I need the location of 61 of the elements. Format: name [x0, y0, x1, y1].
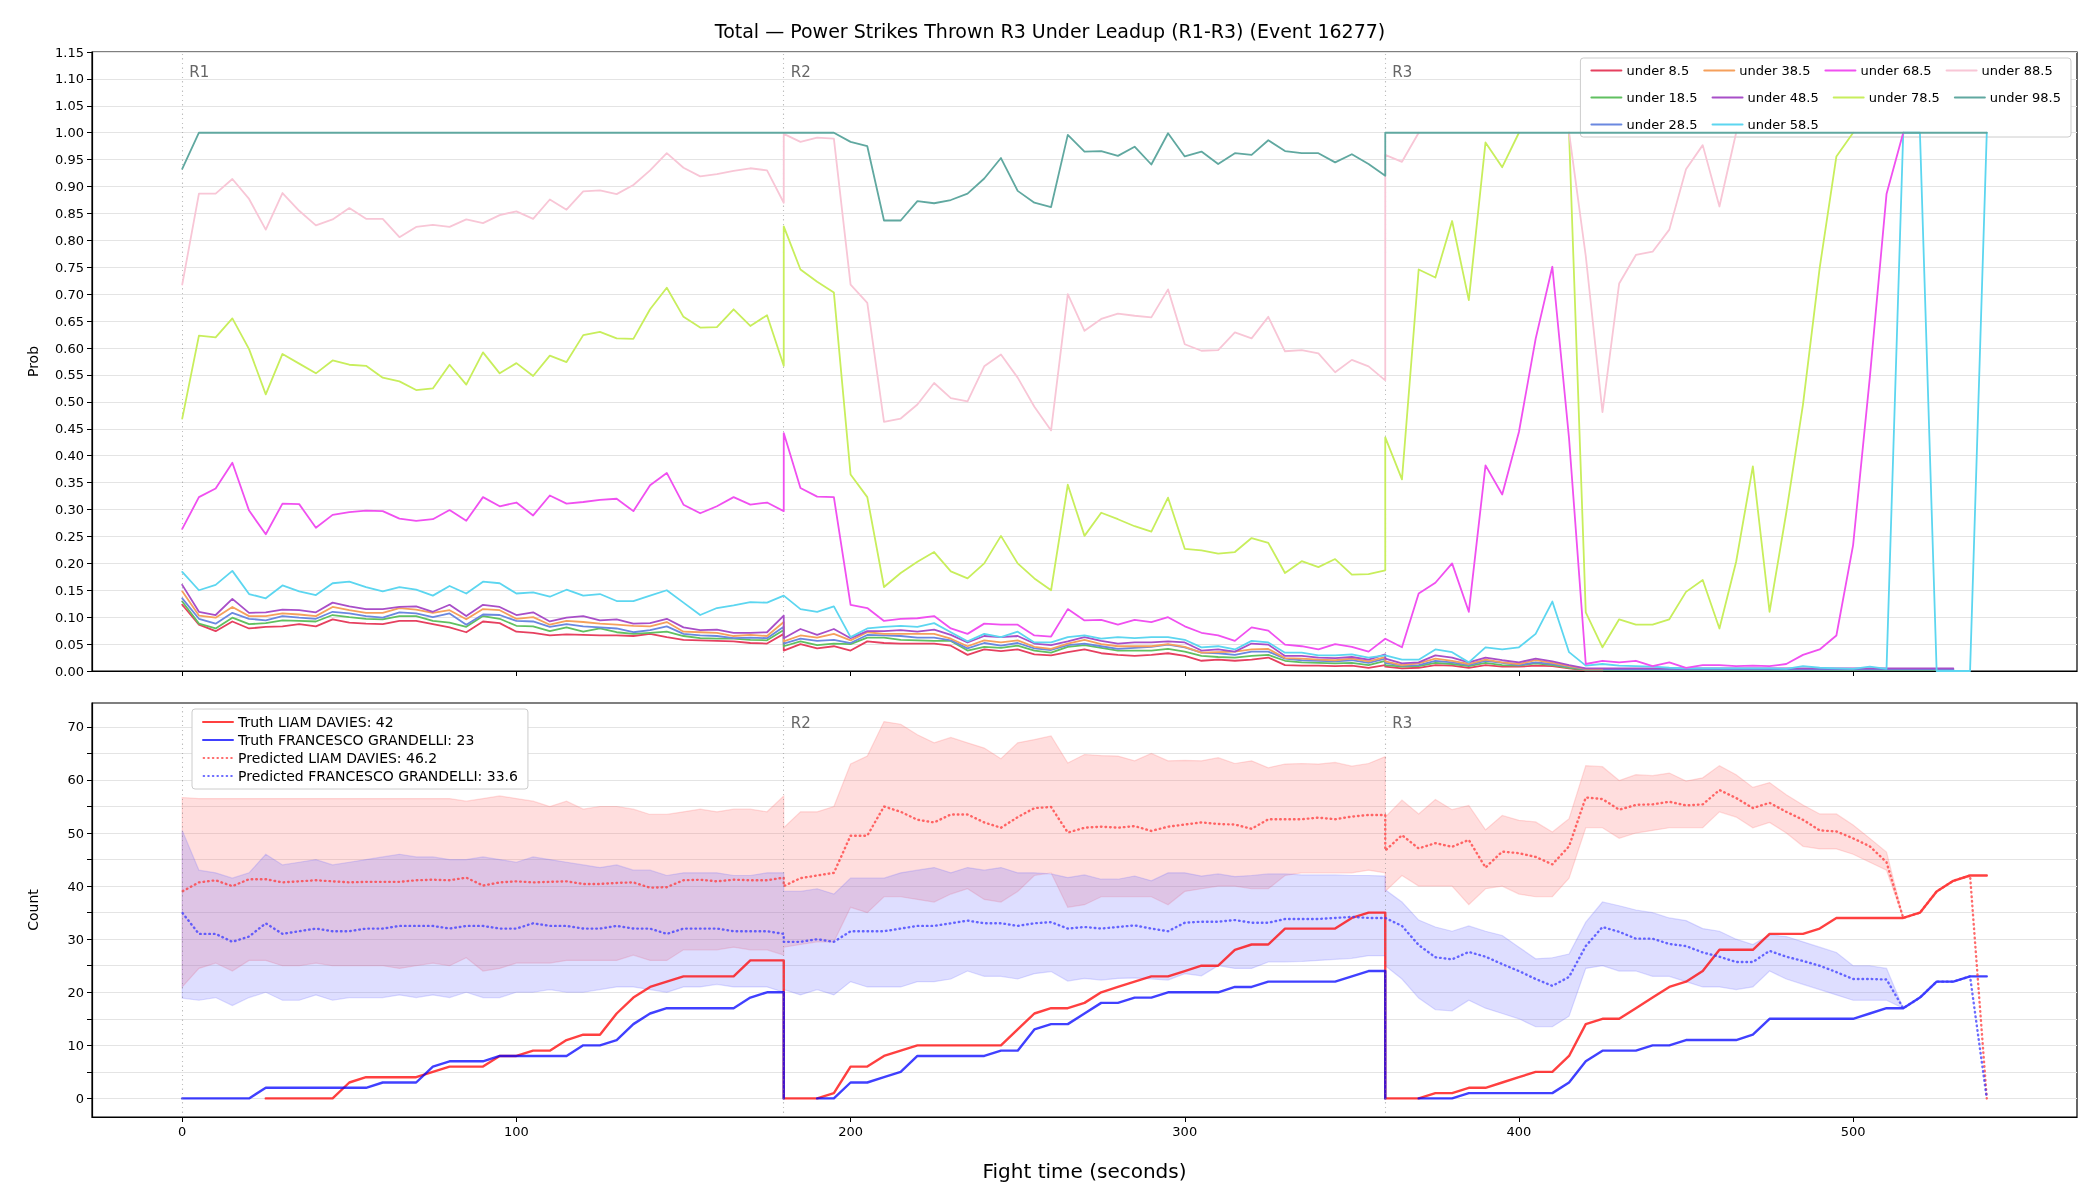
x-tick-label: 0 — [178, 1124, 187, 1139]
y-axis-title: Prob — [25, 345, 41, 378]
y-tick-label: 0.90 — [55, 179, 84, 195]
x-tick-label: 400 — [1506, 1124, 1532, 1139]
y-tick-label: 0.60 — [55, 340, 84, 356]
y-tick-label: 0 — [75, 1090, 84, 1106]
ref-line-label: R3 — [1392, 713, 1413, 732]
legend-label: under 68.5 — [1860, 63, 1932, 78]
y-tick-label: 1.00 — [55, 125, 84, 141]
legend-label: under 98.5 — [1989, 90, 2062, 105]
legend-label: under 38.5 — [1739, 63, 1811, 78]
legend-label: under 28.5 — [1626, 117, 1698, 132]
y-tick-label: 0.80 — [55, 232, 84, 248]
legend-label: under 8.5 — [1626, 63, 1690, 78]
x-tick-label: 100 — [503, 1124, 529, 1139]
y-tick-label: 0.20 — [55, 555, 84, 571]
y-tick-label: 0.25 — [55, 528, 84, 544]
legend-label: under 48.5 — [1747, 90, 1819, 105]
ref-line-label: R3 — [1392, 62, 1413, 81]
y-tick-label: 0.70 — [55, 286, 84, 302]
legend-label: under 78.5 — [1868, 90, 1940, 105]
ref-line-label: R1 — [189, 62, 210, 81]
y-tick-label: 1.15 — [55, 44, 84, 60]
y-tick-label: 0.10 — [55, 609, 84, 625]
y-tick-label: 10 — [67, 1037, 84, 1053]
legend-label: under 18.5 — [1626, 90, 1698, 105]
y-tick-label: 40 — [67, 878, 84, 894]
x-tick-label: 200 — [838, 1124, 863, 1139]
legend-label: Predicted LIAM DAVIES: 46.2 — [238, 750, 438, 766]
y-tick-label: 0.50 — [55, 394, 84, 410]
legend-label: Truth LIAM DAVIES: 42 — [237, 714, 394, 730]
y-tick-label: 0.55 — [55, 367, 84, 383]
y-tick-label: 0.05 — [55, 636, 84, 652]
ref-line-label: R2 — [790, 713, 811, 732]
y-tick-label: 0.15 — [55, 582, 84, 598]
chart-title: Total — Power Strikes Thrown R3 Under Leadup (R1-R3) (Event 16277) — [713, 19, 1386, 42]
y-tick-label: 70 — [67, 719, 84, 735]
legend-label: Predicted FRANCESCO GRANDELLI: 33.6 — [238, 768, 519, 784]
x-tick-label: 500 — [1840, 1124, 1866, 1139]
y-tick-label: 0.75 — [55, 259, 84, 275]
y-axis-title: Count — [25, 888, 41, 931]
y-tick-label: 0.95 — [55, 152, 84, 168]
y-tick-label: 1.05 — [55, 98, 84, 114]
y-tick-label: 0.35 — [55, 475, 84, 491]
y-tick-label: 50 — [67, 825, 84, 841]
y-tick-label: 0.45 — [55, 421, 84, 437]
legend-label: under 88.5 — [1981, 63, 2053, 78]
y-tick-label: 1.10 — [55, 71, 84, 87]
y-tick-label: 60 — [67, 772, 84, 788]
y-tick-label: 0.40 — [55, 448, 84, 464]
y-tick-label: 20 — [67, 984, 84, 1000]
y-tick-label: 0.85 — [55, 205, 84, 221]
ref-line-label: R2 — [790, 62, 811, 81]
x-axis-title: Fight time (seconds) — [982, 1159, 1187, 1183]
y-tick-label: 0.65 — [55, 313, 84, 329]
y-tick-label: 30 — [67, 931, 84, 947]
y-tick-label: 0.30 — [55, 502, 84, 518]
y-tick-label: 0.00 — [55, 663, 84, 679]
legend-label: Truth FRANCESCO GRANDELLI: 23 — [237, 732, 475, 748]
legend-label: under 58.5 — [1747, 117, 1819, 132]
x-tick-label: 300 — [1172, 1124, 1198, 1139]
